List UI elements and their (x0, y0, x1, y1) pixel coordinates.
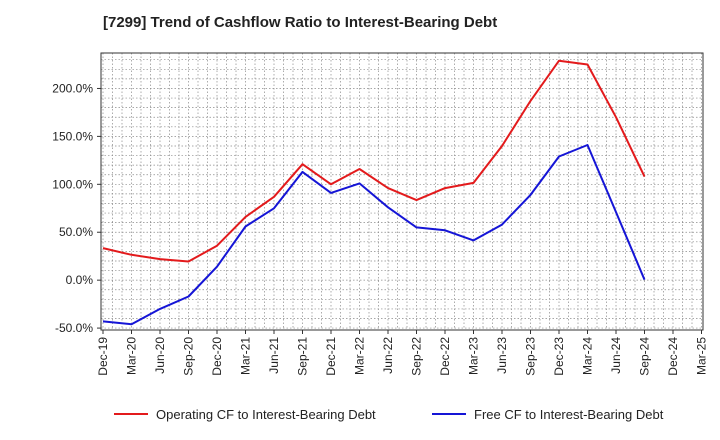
x-tick-label: Mar-20 (125, 337, 139, 375)
x-tick-label: Dec-22 (438, 337, 452, 376)
y-tick-label: 100.0% (52, 177, 93, 191)
chart-title: [7299] Trend of Cashflow Ratio to Intere… (103, 14, 498, 31)
x-tick-label: Sep-22 (410, 337, 424, 376)
x-tick-label: Mar-25 (695, 337, 709, 375)
x-tick-label: Mar-22 (353, 337, 367, 375)
x-tick-label: Jun-21 (267, 337, 281, 374)
x-tick-label: Mar-21 (239, 337, 253, 375)
grid-lines (101, 53, 703, 330)
y-tick-label: 50.0% (59, 225, 93, 239)
plot-frame (100, 52, 704, 331)
x-tick-label: Jun-24 (609, 337, 623, 374)
series-line-operating-cf (102, 59, 646, 263)
x-tick-label: Jun-22 (381, 337, 395, 374)
y-tick-label: 150.0% (52, 129, 93, 143)
x-tick-label: Mar-24 (581, 337, 595, 375)
x-tick-label: Mar-23 (467, 337, 481, 375)
x-tick-label: Dec-19 (96, 337, 110, 376)
x-axis-ticks: Dec-19 Mar-20 Jun-20 Sep-20 Dec-20 Mar-21 Jun-… (96, 330, 709, 376)
series-lines (102, 59, 646, 326)
x-tick-label: Dec-20 (210, 337, 224, 376)
x-tick-label: Dec-21 (324, 337, 338, 376)
x-tick-label: Jun-20 (153, 337, 167, 374)
legend: Operating CF to Interest-Bearing Debt Fre… (114, 407, 664, 422)
y-tick-label: 0.0% (66, 273, 94, 287)
x-tick-label: Sep-23 (524, 337, 538, 376)
x-tick-label: Sep-20 (182, 337, 196, 376)
x-tick-label: Sep-21 (296, 337, 310, 376)
y-tick-label: 200.0% (52, 81, 93, 95)
x-tick-label: Sep-24 (638, 337, 652, 376)
legend-label: Free CF to Interest-Bearing Debt (474, 407, 664, 422)
y-tick-label: -50.0% (55, 321, 93, 335)
x-tick-label: Dec-24 (666, 337, 680, 376)
x-tick-label: Dec-23 (552, 337, 566, 376)
x-tick-label: Jun-23 (495, 337, 509, 374)
legend-label: Operating CF to Interest-Bearing Debt (156, 407, 376, 422)
series-line-free-cf (102, 144, 646, 326)
y-axis-ticks: -50.0% 0.0% 50.0% 100.0% 150.0% 200.0% (52, 81, 101, 335)
